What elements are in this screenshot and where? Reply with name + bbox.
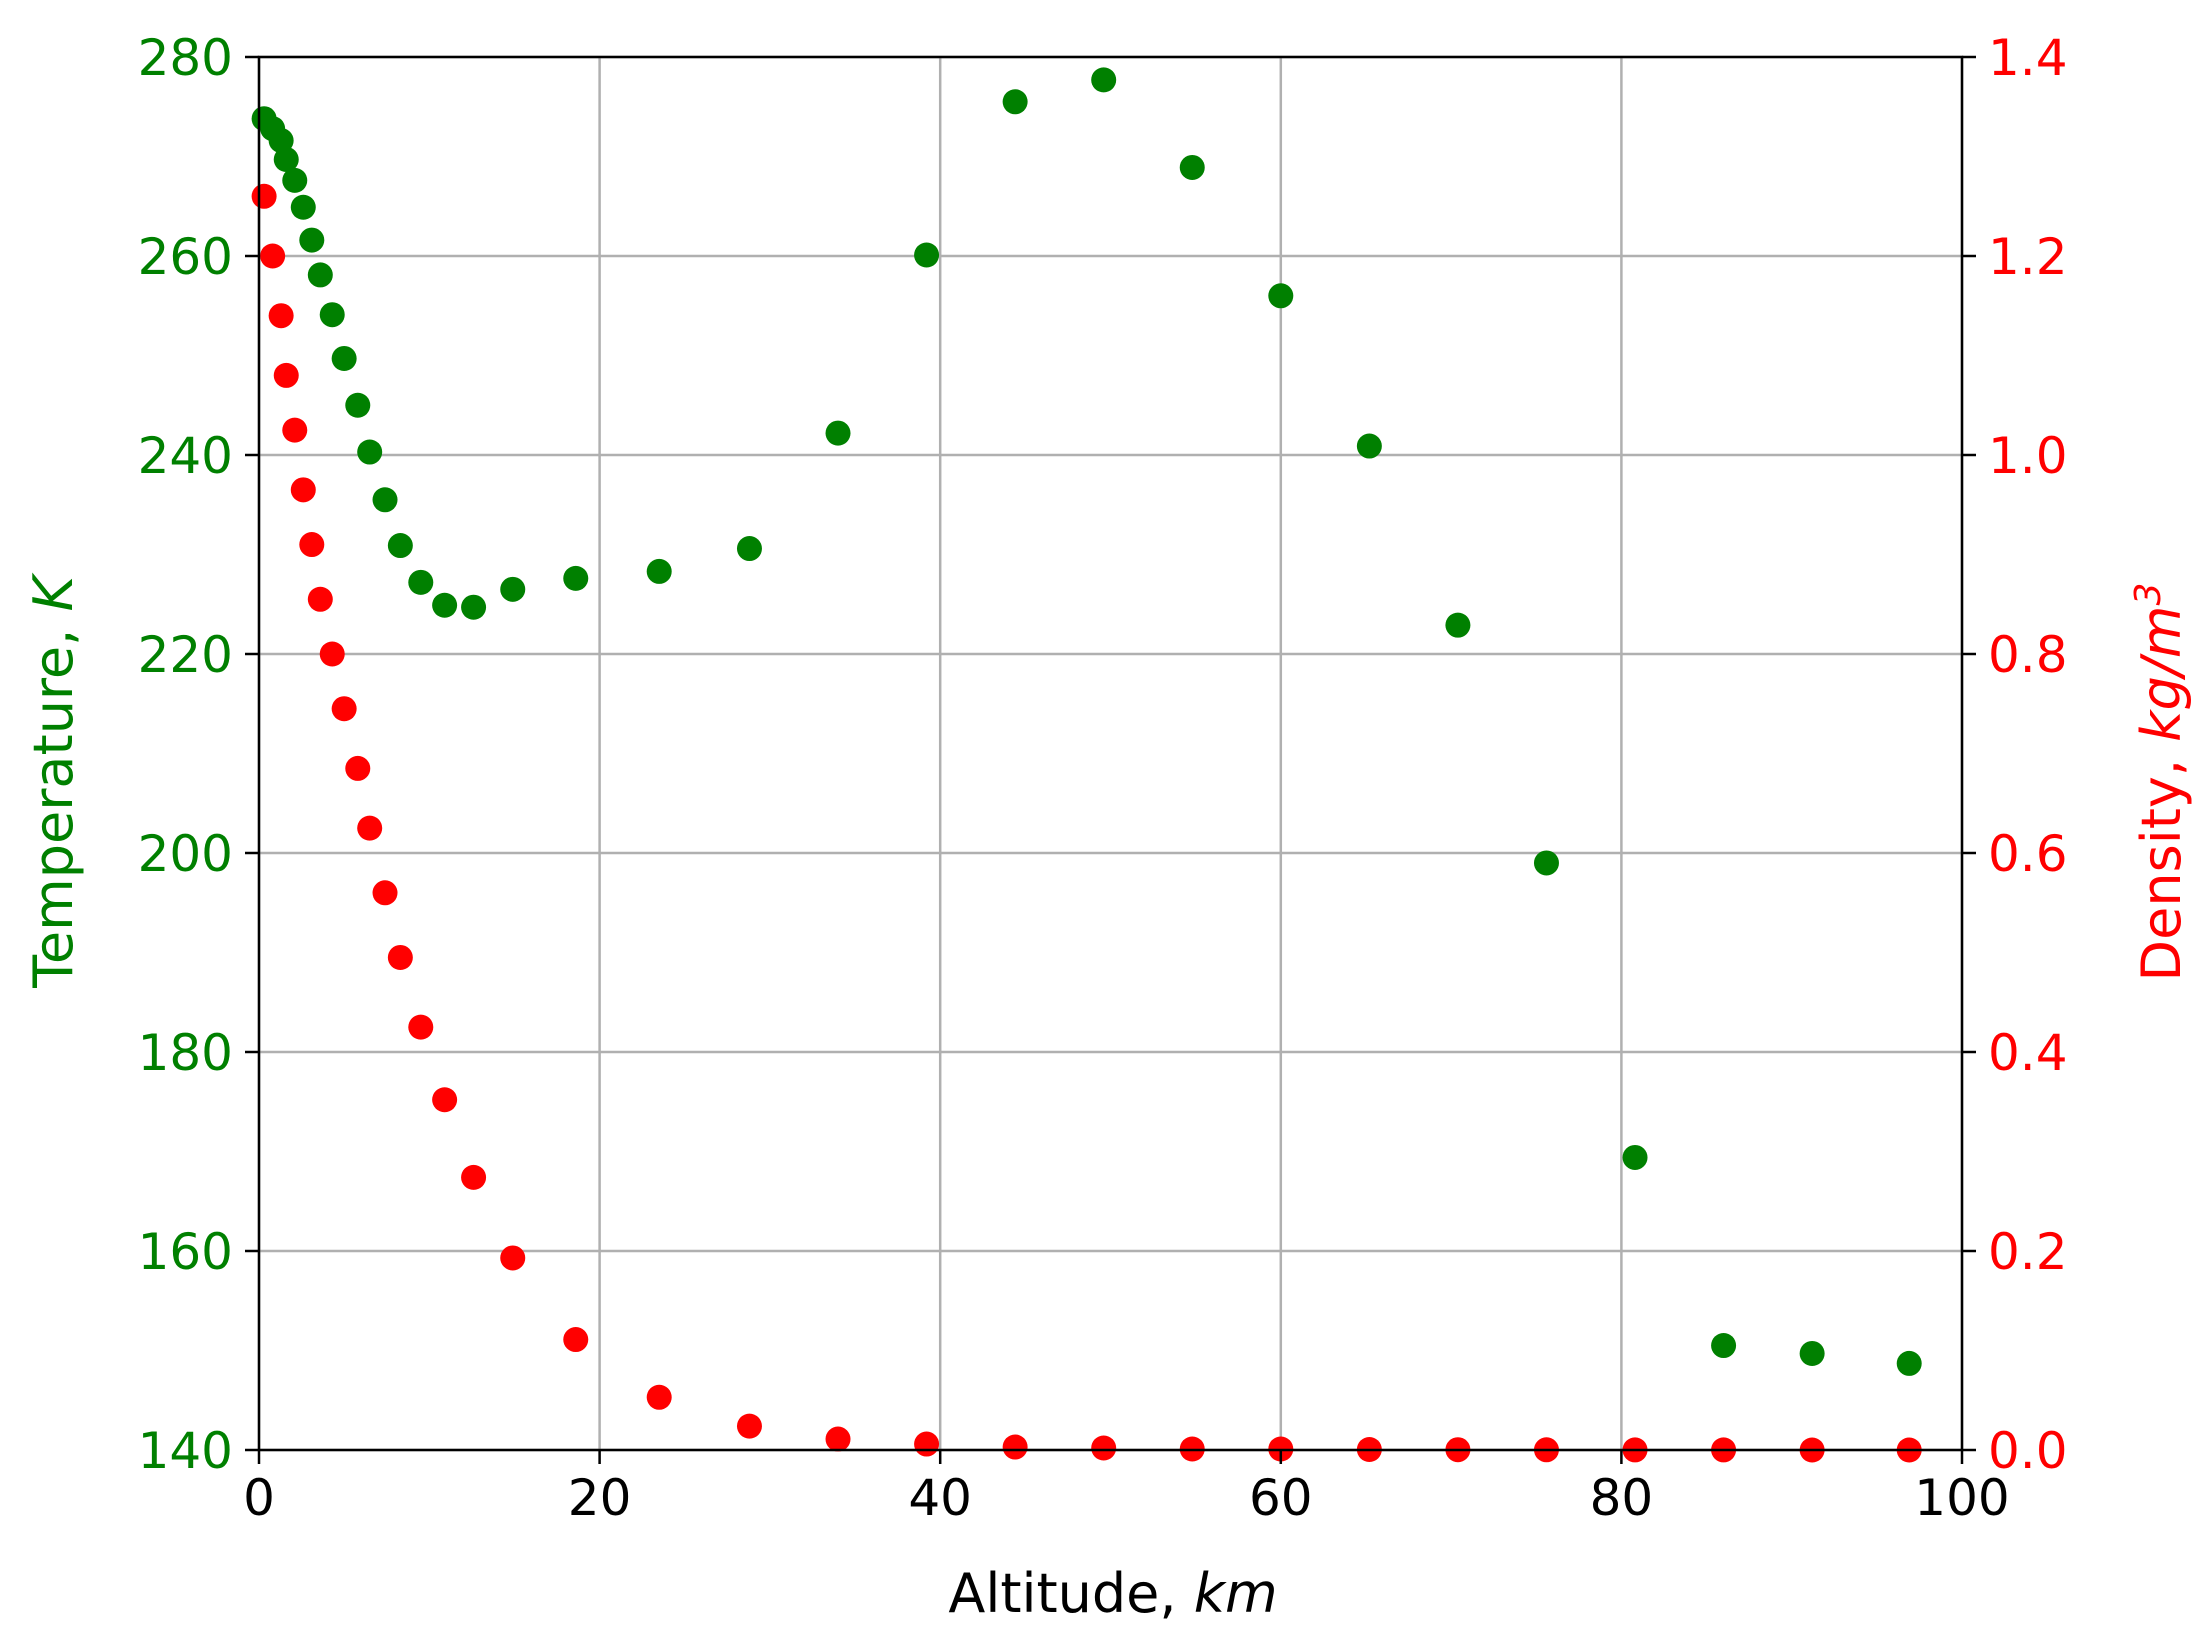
temperature-point <box>1179 154 1205 180</box>
y-right-tick-label: 0.2 <box>1988 1223 2068 1281</box>
y-axis-right-title-superscript: 3 <box>2128 583 2169 606</box>
density-point <box>260 243 286 269</box>
density-point <box>319 641 345 667</box>
y-axis-right-title: Density, kg/m3 <box>2128 583 2193 982</box>
temperature-point <box>299 227 325 253</box>
y-right-tick-label: 0.4 <box>1988 1024 2068 1082</box>
y-axis-left-title-text: Temperature, <box>22 612 85 989</box>
density-point <box>273 362 299 388</box>
plot-border <box>257 55 1964 1452</box>
density-point <box>563 1327 589 1353</box>
y-left-tick-label: 260 <box>138 228 233 286</box>
y-right-tick-label: 1.0 <box>1988 427 2068 485</box>
temperature-point <box>408 569 434 595</box>
temperature-point <box>500 576 526 602</box>
density-point <box>331 696 357 722</box>
density-point <box>251 183 277 209</box>
temperature-point <box>268 128 294 154</box>
temperature-point <box>646 558 672 584</box>
density-point <box>345 755 371 781</box>
y-axis-left-title: Temperature, K <box>22 573 85 989</box>
axis-ticks: 0 20 40 60 80 100 140 160 180 200 220 240 260 280 0.0 0… <box>138 29 2068 1527</box>
x-tick-label: 20 <box>568 1469 632 1527</box>
x-tick-label: 80 <box>1590 1469 1654 1527</box>
temperature-point <box>387 533 413 559</box>
x-axis-title-text: Altitude, <box>948 1562 1193 1625</box>
x-tick-label: 60 <box>1249 1469 1313 1527</box>
temperature-point <box>273 146 299 172</box>
temperature-point <box>1622 1144 1648 1170</box>
density-point <box>432 1087 458 1113</box>
y-left-tick-label: 180 <box>138 1024 233 1082</box>
density-point <box>408 1014 434 1040</box>
y-left-tick-label: 140 <box>138 1422 233 1480</box>
density-point <box>646 1384 672 1410</box>
y-left-tick-label: 280 <box>138 29 233 87</box>
density-point <box>307 586 333 612</box>
y-right-tick-label: 0.6 <box>1988 825 2068 883</box>
data-points <box>251 67 1922 1463</box>
temperature-point <box>1356 433 1382 459</box>
temperature-point <box>1896 1350 1922 1376</box>
y-right-tick-label: 1.2 <box>1988 228 2068 286</box>
temperature-point <box>825 420 851 446</box>
y-right-tick-label: 0.0 <box>1988 1422 2068 1480</box>
temperature-point <box>1445 612 1471 638</box>
temperature-point <box>345 392 371 418</box>
temperature-point <box>1268 283 1294 309</box>
density-point <box>357 815 383 841</box>
temperature-point <box>736 536 762 562</box>
y-right-tick-label: 0.8 <box>1988 626 2068 684</box>
temperature-point <box>372 487 398 513</box>
y-left-tick-label: 240 <box>138 427 233 485</box>
density-point <box>1091 1435 1117 1461</box>
density-point <box>914 1431 940 1457</box>
temperature-point <box>432 592 458 618</box>
density-point <box>268 303 294 329</box>
density-point <box>736 1413 762 1439</box>
y-axis-right-title-text: Density, <box>2130 742 2193 982</box>
temperature-point <box>290 194 316 220</box>
temperature-point <box>461 594 487 620</box>
y-axis-left-title-unit: K <box>22 573 85 612</box>
plot-frame <box>257 55 1964 1452</box>
density-point <box>290 477 316 503</box>
temperature-point <box>282 167 308 193</box>
x-tick-label: 100 <box>1914 1469 2009 1527</box>
x-axis-title: Altitude, km <box>948 1562 1277 1625</box>
x-tick-label: 40 <box>908 1469 972 1527</box>
temperature-point <box>1799 1340 1825 1366</box>
y-right-tick-label: 1.4 <box>1988 29 2068 87</box>
density-point <box>825 1426 851 1452</box>
temperature-point <box>1711 1333 1737 1359</box>
density-point <box>282 417 308 443</box>
temperature-point <box>1533 850 1559 876</box>
temperature-point <box>319 302 345 328</box>
x-tick-label: 0 <box>243 1469 275 1527</box>
temperature-point <box>914 242 940 268</box>
density-point <box>500 1245 526 1271</box>
temperature-point <box>307 262 333 288</box>
temperature-point <box>1091 67 1117 93</box>
y-left-tick-label: 220 <box>138 626 233 684</box>
density-point <box>1002 1434 1028 1460</box>
x-axis-title-unit: km <box>1194 1562 1278 1625</box>
density-point <box>372 880 398 906</box>
y-axis-right-title-unit: kg/m <box>2130 605 2193 741</box>
temperature-point <box>563 565 589 591</box>
density-point <box>299 532 325 558</box>
temperature-point <box>357 439 383 465</box>
density-point <box>461 1164 487 1190</box>
y-left-tick-label: 200 <box>138 825 233 883</box>
density-point <box>387 944 413 970</box>
y-left-tick-label: 160 <box>138 1223 233 1281</box>
temperature-point <box>331 345 357 371</box>
temperature-point <box>1002 89 1028 115</box>
